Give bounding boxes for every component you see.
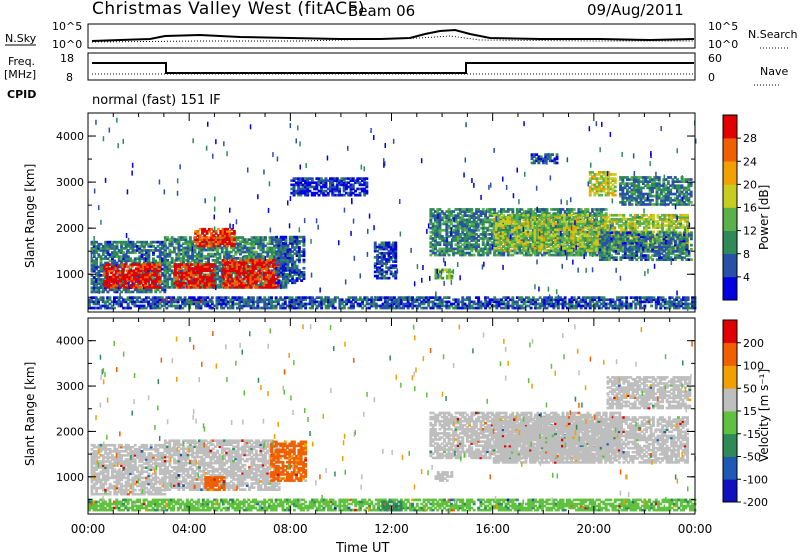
data-cell (252, 296, 255, 299)
nsky-panel: N.Sky 10^5 10^0 N.Search 10^5 10^0 (5, 20, 798, 51)
data-cell (493, 208, 496, 211)
data-cell (213, 274, 216, 277)
nsky-tick-top: 10^5 (52, 20, 82, 33)
data-cell (129, 307, 132, 310)
data-cell (448, 296, 451, 299)
data-cell (284, 236, 287, 239)
data-cell (158, 263, 161, 266)
data-cell (650, 305, 653, 308)
power-cells (88, 118, 697, 311)
nave-label: Nave (760, 65, 788, 78)
data-cell (394, 242, 397, 245)
data-cell (303, 248, 306, 251)
freq-tick-bottom: 8 (66, 71, 73, 84)
data-cell (213, 280, 216, 283)
data-cell (468, 296, 471, 299)
data-cell (546, 208, 549, 211)
data-cell (365, 177, 368, 180)
data-cell (158, 286, 161, 289)
freq-tick-top: 18 (60, 52, 74, 65)
data-cell (365, 181, 368, 184)
data-cell (470, 208, 473, 211)
data-cell (285, 284, 288, 287)
data-cell (213, 263, 216, 266)
data-cell (199, 286, 202, 289)
data-cell (277, 284, 280, 287)
nave-tick-bottom: 0 (708, 71, 715, 84)
nave-tick-top: 60 (708, 52, 722, 65)
data-cell (303, 259, 306, 262)
data-cell (184, 236, 187, 239)
cpid-text: normal (fast) 151 IF (92, 93, 221, 108)
data-cell (211, 296, 214, 299)
data-cell (233, 238, 236, 241)
date-label: 09/Aug/2011 (587, 1, 684, 19)
data-cell (511, 296, 514, 299)
data-cell (280, 281, 283, 284)
data-cell (190, 263, 193, 266)
freq-label: Freq. (8, 55, 35, 68)
data-cell (284, 240, 287, 243)
data-cell (108, 263, 111, 266)
data-cell (394, 264, 397, 267)
data-cell (687, 296, 690, 299)
data-cell (388, 277, 391, 280)
data-cell (109, 296, 112, 299)
data-cell (643, 305, 646, 308)
nsky-label: N.Sky (5, 32, 37, 45)
data-cell (530, 307, 533, 310)
data-cell (473, 254, 476, 257)
nsearch-label: N.Search (748, 28, 798, 41)
data-cell (441, 277, 444, 280)
data-cell (264, 236, 267, 239)
nsearch-tick-top: 10^5 (708, 20, 738, 33)
data-cell (126, 265, 129, 268)
data-cell (448, 254, 451, 257)
data-cell (233, 230, 236, 233)
data-cell (303, 267, 306, 270)
data-cell (311, 177, 314, 180)
freq-trace (92, 63, 694, 73)
data-cell (270, 296, 273, 299)
data-cell (189, 236, 192, 239)
data-cell (450, 275, 453, 278)
nsky-trace (92, 30, 694, 41)
data-cell (374, 242, 377, 245)
data-cell (183, 282, 186, 285)
data-cell (233, 259, 236, 262)
data-cell (102, 296, 105, 299)
cpid-label: CPID (7, 88, 36, 101)
data-cell (477, 296, 480, 299)
data-cell (334, 307, 337, 310)
data-cell (365, 190, 368, 193)
power-ylabel: Slant Range [km] (23, 164, 37, 268)
data-cell (298, 246, 301, 249)
data-cell (158, 274, 161, 277)
data-cell (117, 265, 120, 268)
data-cell (206, 274, 209, 277)
beam-label: Beam 06 (348, 2, 415, 20)
data-cell (511, 208, 514, 211)
data-cell (338, 188, 341, 191)
data-cell (564, 296, 567, 299)
nsearch-tick-bottom: 10^0 (708, 38, 738, 51)
freq-unit: [MHz] (4, 68, 36, 81)
data-cell (625, 296, 628, 299)
station-title: Christmas Valley West (fitACF) (92, 0, 365, 19)
data-cell (296, 265, 299, 268)
data-cell (262, 255, 265, 258)
data-cell (477, 243, 480, 246)
nsky-tick-bottom: 10^0 (52, 38, 82, 51)
data-cell (303, 271, 306, 274)
freq-panel: Freq. [MHz] 18 8 Nave 60 0 CPID normal (… (4, 52, 788, 108)
